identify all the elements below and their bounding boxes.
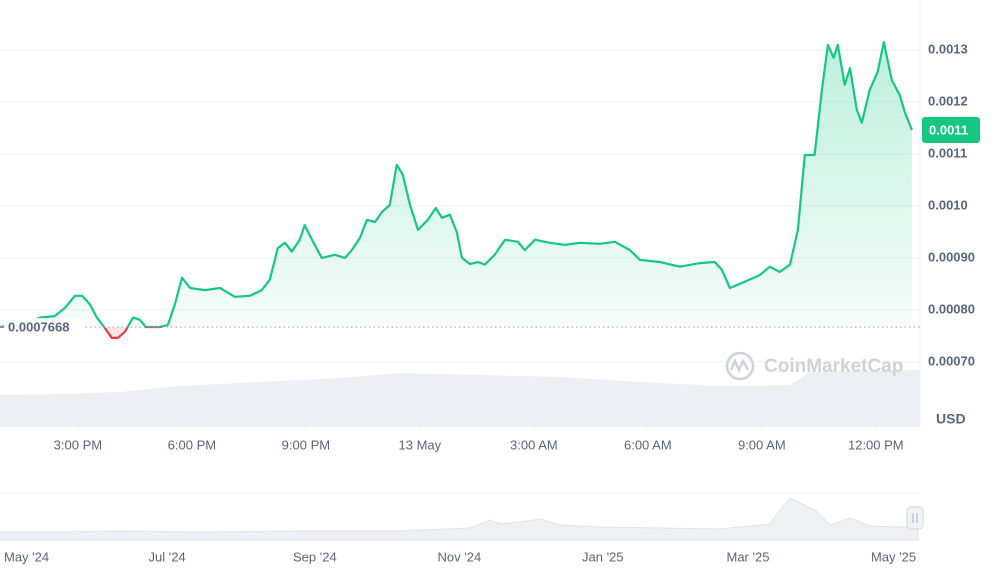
y-tick-label: 0.00090 [928, 249, 975, 264]
current-price-label: 0.0011 [929, 122, 968, 137]
x-tick-label: 9:00 PM [282, 437, 330, 452]
navigator-label: Sep '24 [293, 549, 337, 564]
navigator-label: May '24 [4, 549, 49, 564]
y-tick-label: 0.0012 [928, 93, 968, 108]
y-tick-label: 0.00070 [928, 353, 975, 368]
navigator-chart [0, 497, 919, 541]
current-price-box [922, 117, 980, 144]
navigator-label: May '25 [871, 549, 916, 564]
navigator-label: Mar '25 [727, 549, 770, 564]
x-tick-label: 12:00 PM [848, 437, 904, 452]
reference-label: 0.0007668 [8, 320, 69, 335]
watermark-text: CoinMarketCap [764, 356, 903, 377]
navigator-label: Nov '24 [438, 549, 482, 564]
y-tick-label: 0.0013 [928, 41, 968, 56]
volume-area [0, 370, 920, 427]
x-tick-label: 13 May [399, 437, 442, 452]
navigator-label: Jan '25 [582, 549, 624, 564]
area [0, 42, 912, 328]
x-tick-label: 3:00 AM [510, 437, 558, 452]
x-tick-label: 3:00 PM [54, 437, 102, 452]
x-tick-label: 6:00 PM [168, 437, 216, 452]
watermark-logo-mark [729, 357, 750, 374]
x-tick-label: 6:00 AM [624, 437, 672, 452]
currency-label: USD [936, 411, 966, 427]
y-tick-label: 0.0011 [928, 145, 967, 160]
watermark-logo [725, 351, 755, 381]
navigator-label: Jul '24 [149, 549, 186, 564]
watermark: CoinMarketCap [725, 351, 903, 381]
navigator-handle[interactable] [906, 506, 924, 530]
y-tick-label: 0.00080 [928, 301, 975, 316]
reference-label-bg [4, 318, 84, 337]
y-tick-label: 0.0010 [928, 197, 968, 212]
x-tick-label: 9:00 AM [738, 437, 786, 452]
